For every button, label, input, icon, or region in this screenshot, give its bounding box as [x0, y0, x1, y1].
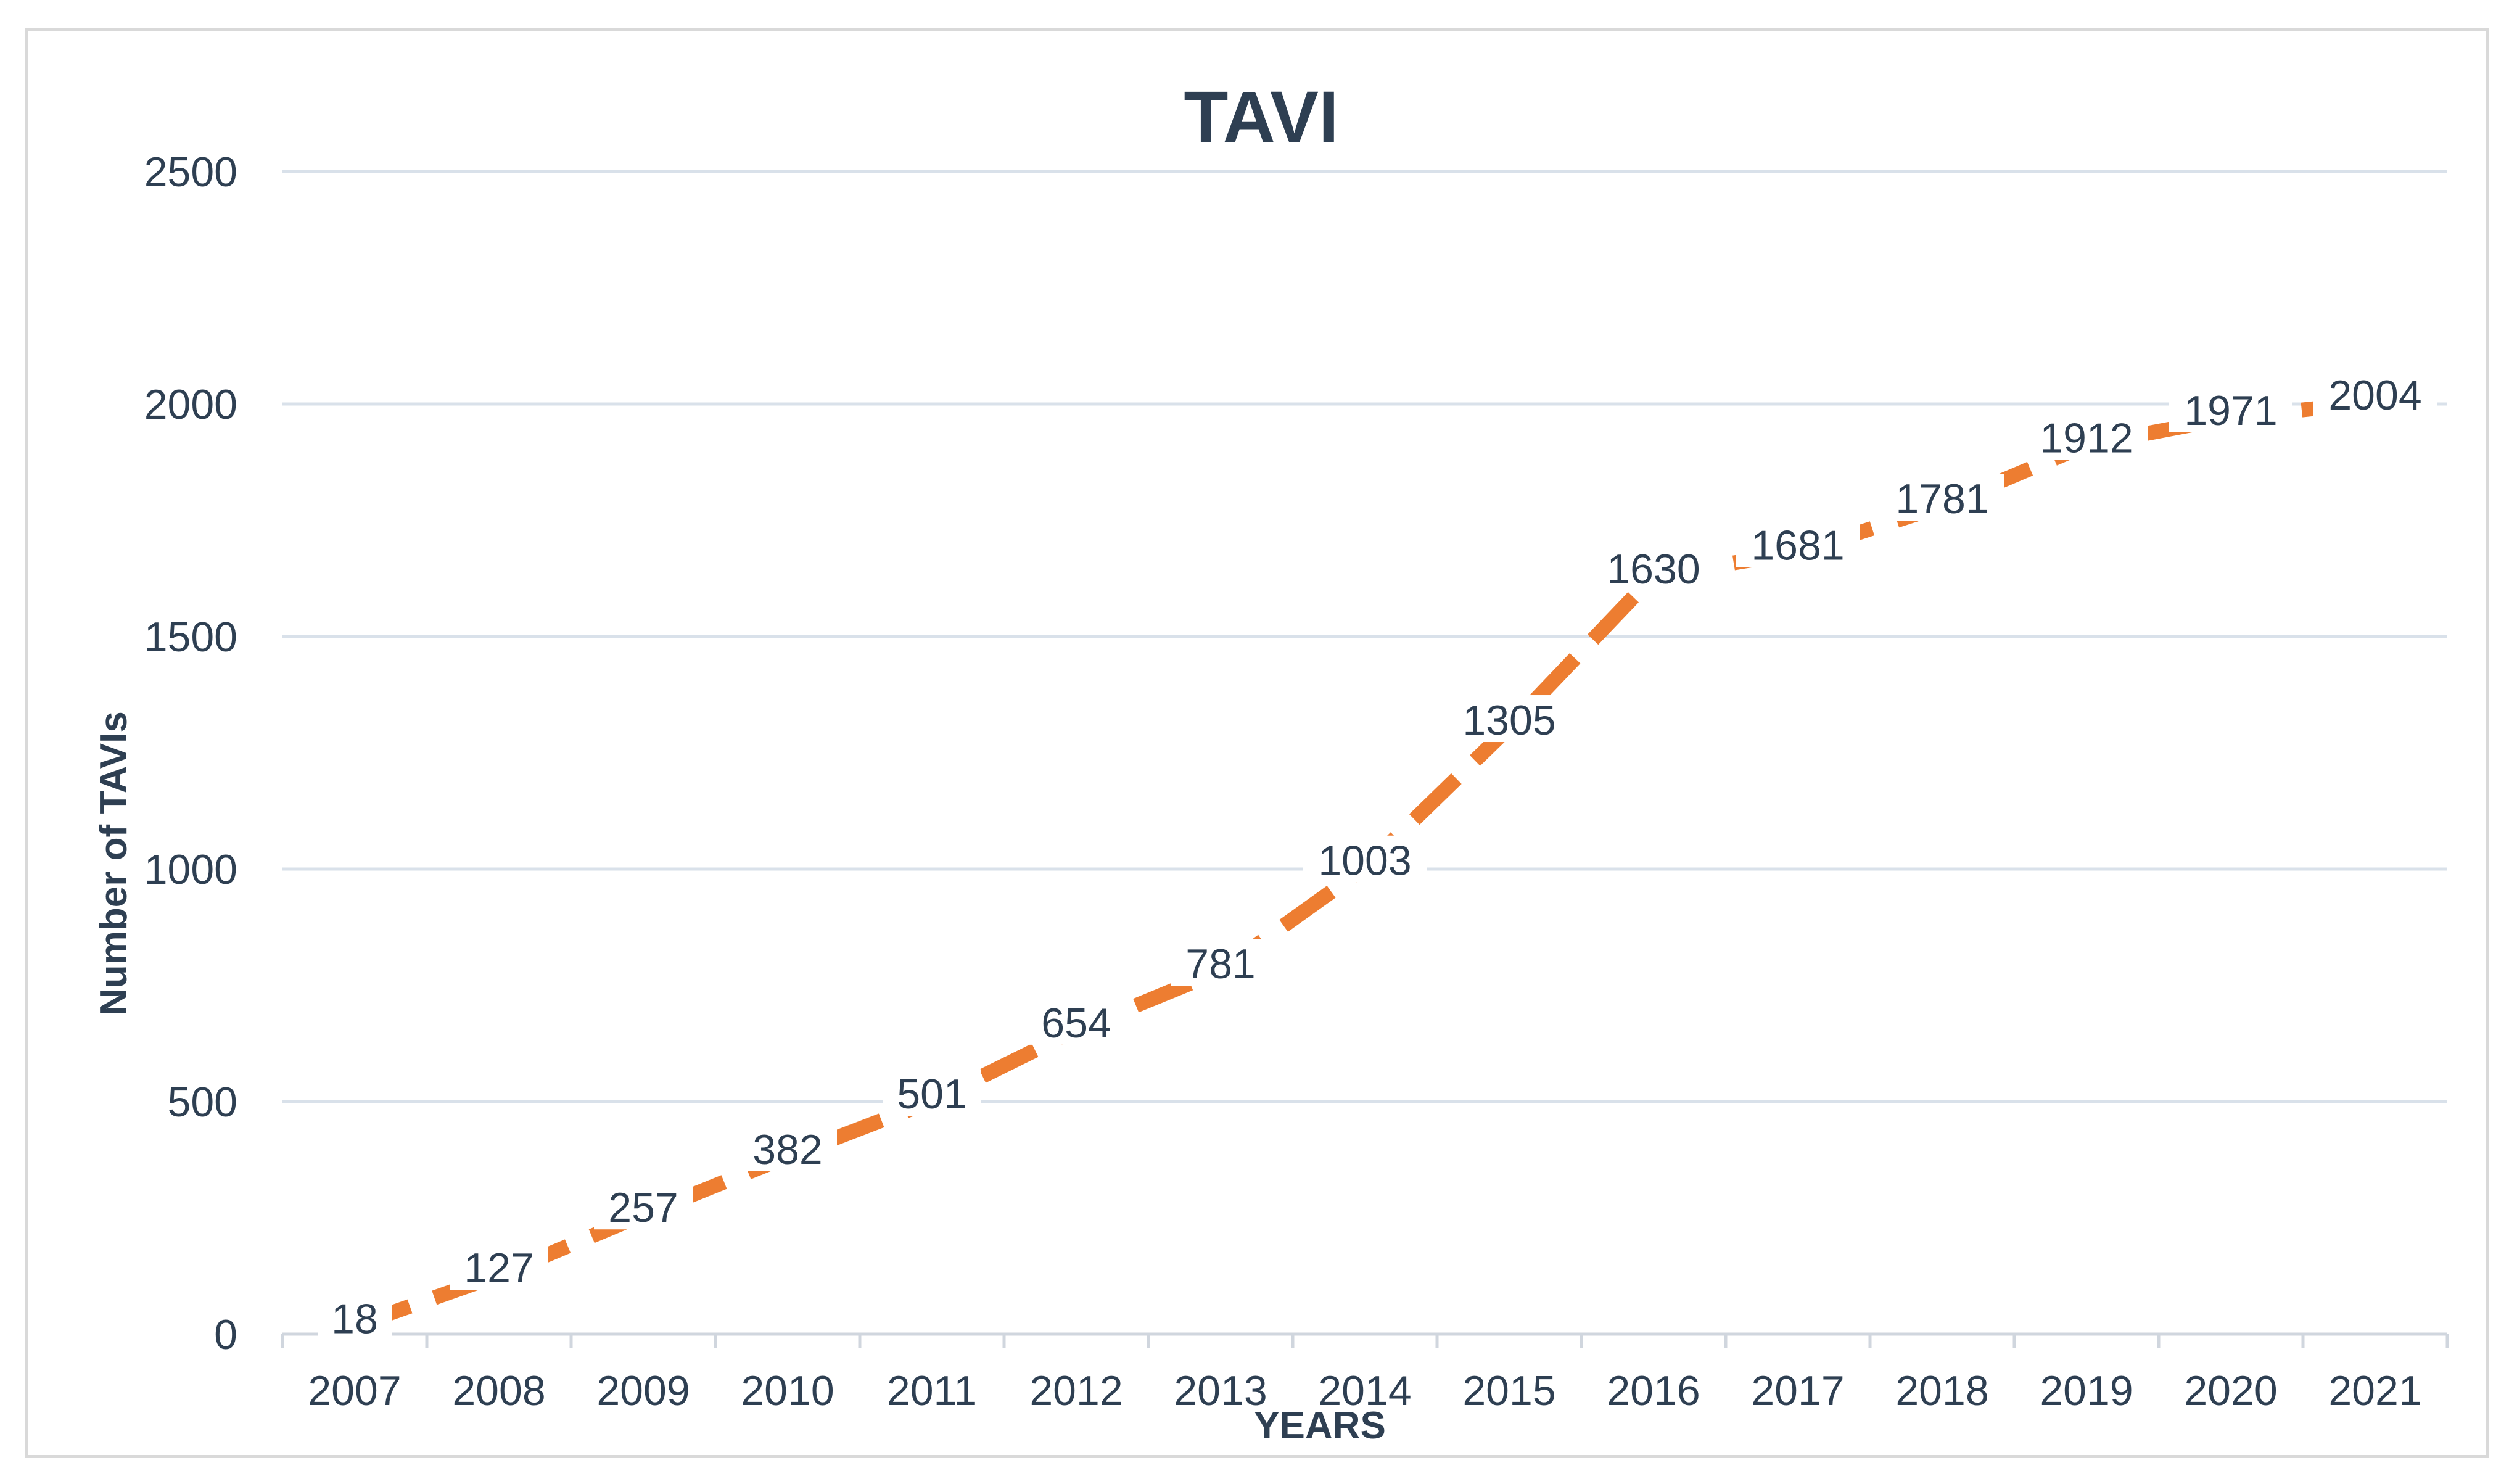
data-label-bg — [2313, 369, 2437, 417]
data-label-bg — [1592, 543, 1715, 591]
x-tick-label: 2015 — [1462, 1367, 1555, 1414]
x-axis — [281, 1332, 2449, 1348]
chart-frame — [25, 28, 2489, 1458]
gridlines — [282, 170, 2447, 1103]
data-labels: 18 127 257 382 501 654 781 1003 1305 1630 1681 1781… — [318, 369, 2437, 1342]
x-tick-label: 2016 — [1607, 1367, 1700, 1414]
x-tick-label: 2009 — [596, 1367, 690, 1414]
x-tick-label: 2014 — [1318, 1367, 1411, 1414]
data-label-bg — [1448, 695, 1571, 743]
x-tick-label: 2011 — [887, 1367, 977, 1414]
data-label: 127 — [464, 1245, 533, 1292]
y-tick-label: 2000 — [144, 381, 237, 428]
y-tick-label: 500 — [168, 1079, 237, 1126]
data-label-bg — [1027, 997, 1126, 1045]
data-label: 1003 — [1318, 838, 1411, 884]
x-tick-label: 2019 — [2040, 1367, 2133, 1414]
data-label-bg — [450, 1243, 548, 1290]
data-label: 1971 — [2184, 387, 2277, 434]
x-tick-label: 2021 — [2328, 1367, 2421, 1414]
x-tick-label: 2017 — [1751, 1367, 1844, 1414]
data-label: 654 — [1041, 1000, 1111, 1047]
y-tick-label: 1000 — [144, 846, 237, 893]
data-label: 781 — [1185, 941, 1255, 987]
x-tick-label: 2013 — [1174, 1367, 1267, 1414]
x-tick-label: 2008 — [452, 1367, 545, 1414]
data-label-bg — [2169, 385, 2292, 432]
data-label: 2004 — [2328, 372, 2421, 419]
y-axis-title: Number of TAVIs — [93, 711, 135, 1016]
data-label: 1781 — [1895, 476, 1988, 522]
data-label: 1681 — [1751, 522, 1844, 569]
y-tick-label: 1500 — [144, 614, 237, 661]
data-label: 382 — [752, 1126, 822, 1173]
x-tick-label: 2012 — [1029, 1367, 1123, 1414]
x-tick-label: 2010 — [741, 1367, 834, 1414]
data-label: 1630 — [1607, 546, 1700, 593]
data-label: 257 — [608, 1184, 678, 1231]
data-label: 501 — [897, 1071, 966, 1118]
data-label-bg — [2025, 413, 2148, 460]
x-tick-label: 2007 — [308, 1367, 401, 1414]
data-label-bg — [738, 1124, 837, 1171]
data-label-bg — [1736, 520, 1860, 567]
data-label-bg — [883, 1069, 981, 1116]
x-axis-title: YEARS — [1254, 1404, 1386, 1447]
data-label-bg — [318, 1293, 392, 1341]
data-label: 1912 — [2040, 414, 2133, 461]
chart-title: TAVI — [1184, 76, 1338, 158]
data-label-bg — [1303, 835, 1427, 883]
tick-labels: 0 500 1000 1500 2000 2500 2007 2008 2009 2010 2011… — [144, 149, 2422, 1414]
y-tick-label: 0 — [214, 1311, 237, 1358]
data-label-bg — [1881, 474, 2004, 521]
x-tick-label: 2018 — [1895, 1367, 1988, 1414]
x-tick-label: 2020 — [2184, 1367, 2277, 1414]
y-tick-label: 2500 — [144, 149, 237, 196]
data-label-bg — [594, 1182, 693, 1230]
data-label: 1305 — [1462, 697, 1555, 744]
data-label: 18 — [331, 1295, 378, 1342]
data-label-bg — [1171, 939, 1270, 986]
